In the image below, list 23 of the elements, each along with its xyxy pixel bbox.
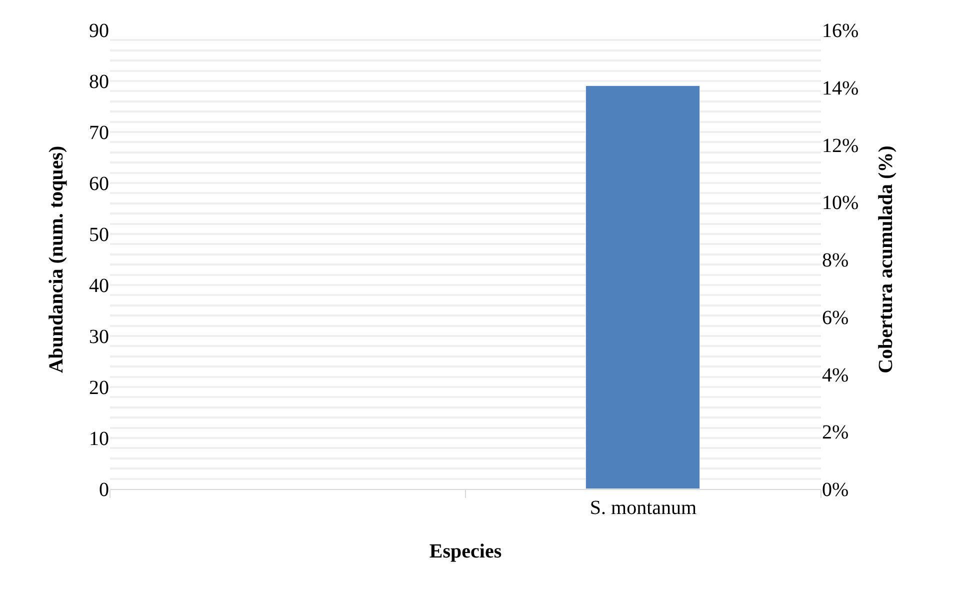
y2-tick-label: 16% <box>822 20 859 42</box>
y-tick-label: 40 <box>89 275 109 297</box>
y-tick-label: 70 <box>89 122 109 144</box>
y-tick-label: 0 <box>99 479 109 501</box>
y2-tick-label: 14% <box>822 77 859 100</box>
y-tick-label: 60 <box>89 173 109 195</box>
y2-tick-label: 4% <box>822 364 849 386</box>
y2-tick-label: 10% <box>822 192 859 214</box>
y2-tick-label: 8% <box>822 250 849 272</box>
y-tick-label: 80 <box>89 71 109 93</box>
x-axis-title: Especies <box>429 540 502 562</box>
y-tick-label: 10 <box>89 428 109 450</box>
y2-tick-label: 2% <box>822 422 849 444</box>
y-axis-title: Abundancia (num. toques) <box>46 146 68 374</box>
y2-tick-label: 12% <box>822 134 859 157</box>
y-tick-label: 50 <box>89 224 109 246</box>
y2-tick-label: 0% <box>822 479 849 501</box>
y2-tick-label: 6% <box>822 306 849 329</box>
y-tick-label: 20 <box>89 377 109 399</box>
y-tick-label: 90 <box>89 20 109 42</box>
y-tick-label: 30 <box>89 326 109 348</box>
x-tick-label: S. montanum <box>590 497 698 519</box>
y2-axis-title: Cobertura acumulada (%) <box>875 146 898 374</box>
